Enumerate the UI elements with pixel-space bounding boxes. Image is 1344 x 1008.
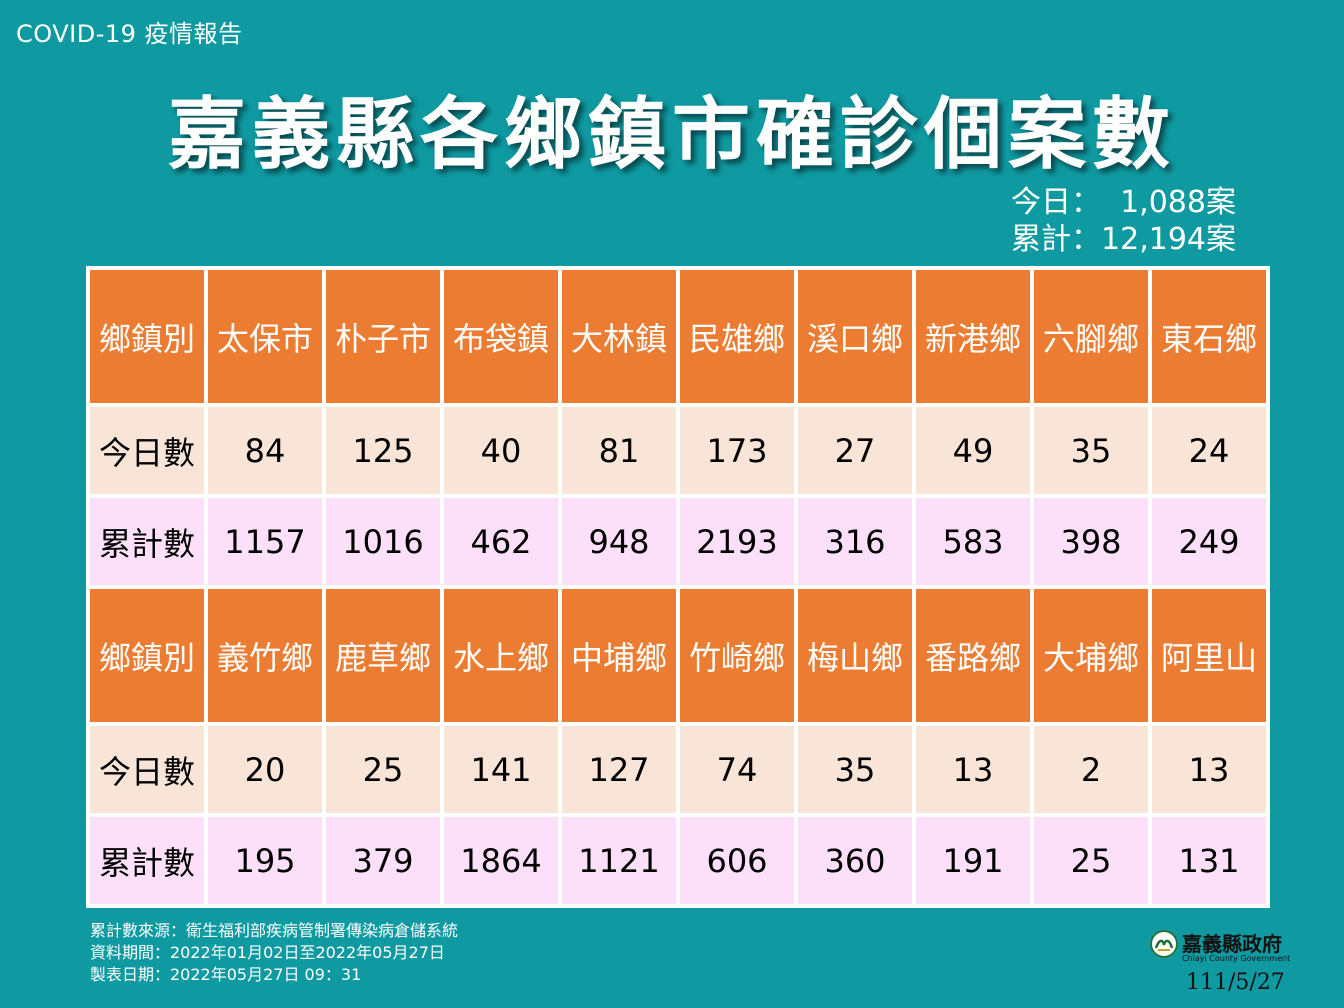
- town-cell: 東石鄉: [1152, 270, 1266, 404]
- gov-name-en: Chiayi County Government: [1182, 954, 1291, 963]
- summary-today: 今日： 1,088案: [1011, 184, 1236, 221]
- town-cell: 布袋鎮: [444, 270, 558, 404]
- row-label-total: 累計數: [90, 817, 204, 904]
- row-label-today: 今日數: [90, 407, 204, 495]
- town-cell: 溪口鄉: [798, 270, 912, 404]
- date-stamp: 111/5/27: [1186, 970, 1285, 995]
- today-cell: 20: [208, 726, 322, 814]
- town-cell: 竹崎鄉: [680, 588, 794, 723]
- summary-total: 累計：12,194案: [1011, 221, 1236, 258]
- row-label-towns: 鄉鎮別: [90, 270, 204, 404]
- today-cell: 81: [562, 407, 676, 495]
- table-row-total: 累計數 1157 1016 462 948 2193 316 583 398 2…: [90, 498, 1266, 585]
- total-cell: 606: [680, 817, 794, 904]
- town-cell: 鹿草鄉: [326, 588, 440, 723]
- town-cell: 番路鄉: [916, 588, 1030, 723]
- summary-today-value: 1,088案: [1120, 185, 1236, 220]
- footer-period: 資料期間：2022年01月02日至2022年05月27日: [90, 943, 445, 962]
- total-cell: 316: [798, 498, 912, 585]
- page-title: 嘉義縣各鄉鎮市確診個案數: [167, 90, 1176, 180]
- today-cell: 27: [798, 407, 912, 495]
- town-cell: 義竹鄉: [208, 588, 322, 723]
- today-cell: 13: [1152, 726, 1266, 814]
- summary-today-label: 今日：: [1011, 185, 1102, 220]
- today-cell: 74: [680, 726, 794, 814]
- total-cell: 1157: [208, 498, 322, 585]
- table-row-today: 今日數 20 25 141 127 74 35 13 2 13: [90, 726, 1266, 814]
- town-cell: 六腳鄉: [1034, 270, 1148, 404]
- today-cell: 2: [1034, 726, 1148, 814]
- today-cell: 40: [444, 407, 558, 495]
- total-cell: 131: [1152, 817, 1266, 904]
- total-cell: 191: [916, 817, 1030, 904]
- total-cell: 398: [1034, 498, 1148, 585]
- table-row-towns: 鄉鎮別 義竹鄉 鹿草鄉 水上鄉 中埔鄉 竹崎鄉 梅山鄉 番路鄉 大埔鄉 阿里山: [90, 588, 1266, 723]
- town-cell: 朴子市: [326, 270, 440, 404]
- summary-box: 今日： 1,088案 累計：12,194案: [1011, 184, 1236, 258]
- today-cell: 13: [916, 726, 1030, 814]
- total-cell: 462: [444, 498, 558, 585]
- today-cell: 35: [798, 726, 912, 814]
- gov-name: 嘉義縣政府: [1182, 932, 1282, 956]
- town-cell: 民雄鄉: [680, 270, 794, 404]
- today-cell: 84: [208, 407, 322, 495]
- row-label-today: 今日數: [90, 726, 204, 814]
- town-cell: 太保市: [208, 270, 322, 404]
- total-cell: 1121: [562, 817, 676, 904]
- footer-source: 累計數來源：衛生福利部疾病管制署傳染病倉儲系統: [90, 921, 459, 940]
- cases-table-wrapper: 鄉鎮別 太保市 朴子市 布袋鎮 大林鎮 民雄鄉 溪口鄉 新港鄉 六腳鄉 東石鄉 …: [86, 266, 1270, 908]
- town-cell: 大林鎮: [562, 270, 676, 404]
- today-cell: 25: [326, 726, 440, 814]
- total-cell: 195: [208, 817, 322, 904]
- today-cell: 127: [562, 726, 676, 814]
- today-cell: 24: [1152, 407, 1266, 495]
- table-row-towns: 鄉鎮別 太保市 朴子市 布袋鎮 大林鎮 民雄鄉 溪口鄉 新港鄉 六腳鄉 東石鄉: [90, 270, 1266, 404]
- footer-notes: 累計數來源：衛生福利部疾病管制署傳染病倉儲系統 資料期間：2022年01月02日…: [90, 920, 458, 986]
- total-cell: 360: [798, 817, 912, 904]
- today-cell: 35: [1034, 407, 1148, 495]
- today-cell: 49: [916, 407, 1030, 495]
- total-cell: 249: [1152, 498, 1266, 585]
- total-cell: 2193: [680, 498, 794, 585]
- row-label-total: 累計數: [90, 498, 204, 585]
- town-cell: 中埔鄉: [562, 588, 676, 723]
- footer-made-date: 製表日期：2022年05月27日 09：31: [90, 965, 362, 984]
- today-cell: 125: [326, 407, 440, 495]
- total-cell: 1016: [326, 498, 440, 585]
- total-cell: 379: [326, 817, 440, 904]
- today-cell: 173: [680, 407, 794, 495]
- town-cell: 梅山鄉: [798, 588, 912, 723]
- total-cell: 948: [562, 498, 676, 585]
- town-cell: 大埔鄉: [1034, 588, 1148, 723]
- today-cell: 141: [444, 726, 558, 814]
- report-label: COVID-19 疫情報告: [16, 20, 243, 48]
- summary-total-label: 累計：: [1011, 222, 1102, 257]
- total-cell: 1864: [444, 817, 558, 904]
- town-cell: 水上鄉: [444, 588, 558, 723]
- table-row-total: 累計數 195 379 1864 1121 606 360 191 25 131: [90, 817, 1266, 904]
- total-cell: 583: [916, 498, 1030, 585]
- total-cell: 25: [1034, 817, 1148, 904]
- town-cell: 新港鄉: [916, 270, 1030, 404]
- table-row-today: 今日數 84 125 40 81 173 27 49 35 24: [90, 407, 1266, 495]
- town-cell: 阿里山: [1152, 588, 1266, 723]
- gov-logo-icon: [1150, 930, 1178, 958]
- row-label-towns: 鄉鎮別: [90, 588, 204, 723]
- cases-table: 鄉鎮別 太保市 朴子市 布袋鎮 大林鎮 民雄鄉 溪口鄉 新港鄉 六腳鄉 東石鄉 …: [86, 266, 1270, 908]
- summary-total-value: 12,194案: [1101, 222, 1236, 257]
